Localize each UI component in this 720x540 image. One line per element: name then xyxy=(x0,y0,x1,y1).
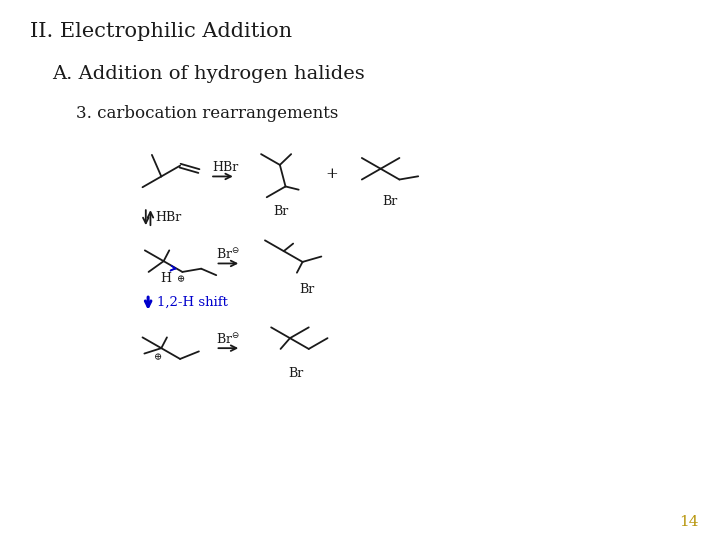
Text: Br: Br xyxy=(382,195,397,208)
Text: Br: Br xyxy=(273,205,289,218)
Text: 1,2-H shift: 1,2-H shift xyxy=(158,296,228,309)
Text: 14: 14 xyxy=(679,515,698,529)
Text: 3. carbocation rearrangements: 3. carbocation rearrangements xyxy=(76,105,338,122)
Text: A. Addition of hydrogen halides: A. Addition of hydrogen halides xyxy=(52,65,364,83)
Text: ⊕: ⊕ xyxy=(154,353,162,362)
Text: Br: Br xyxy=(299,283,314,296)
Text: HBr: HBr xyxy=(155,211,181,224)
Text: Br: Br xyxy=(289,367,304,380)
Text: HBr: HBr xyxy=(212,161,239,174)
Text: +: + xyxy=(325,167,338,181)
Text: H: H xyxy=(160,272,171,285)
Text: II. Electrophilic Addition: II. Electrophilic Addition xyxy=(30,22,292,40)
Text: Br$^{\ominus}$: Br$^{\ominus}$ xyxy=(216,332,240,346)
Text: Br$^{\ominus}$: Br$^{\ominus}$ xyxy=(216,247,240,262)
Text: ⊕: ⊕ xyxy=(177,275,185,284)
